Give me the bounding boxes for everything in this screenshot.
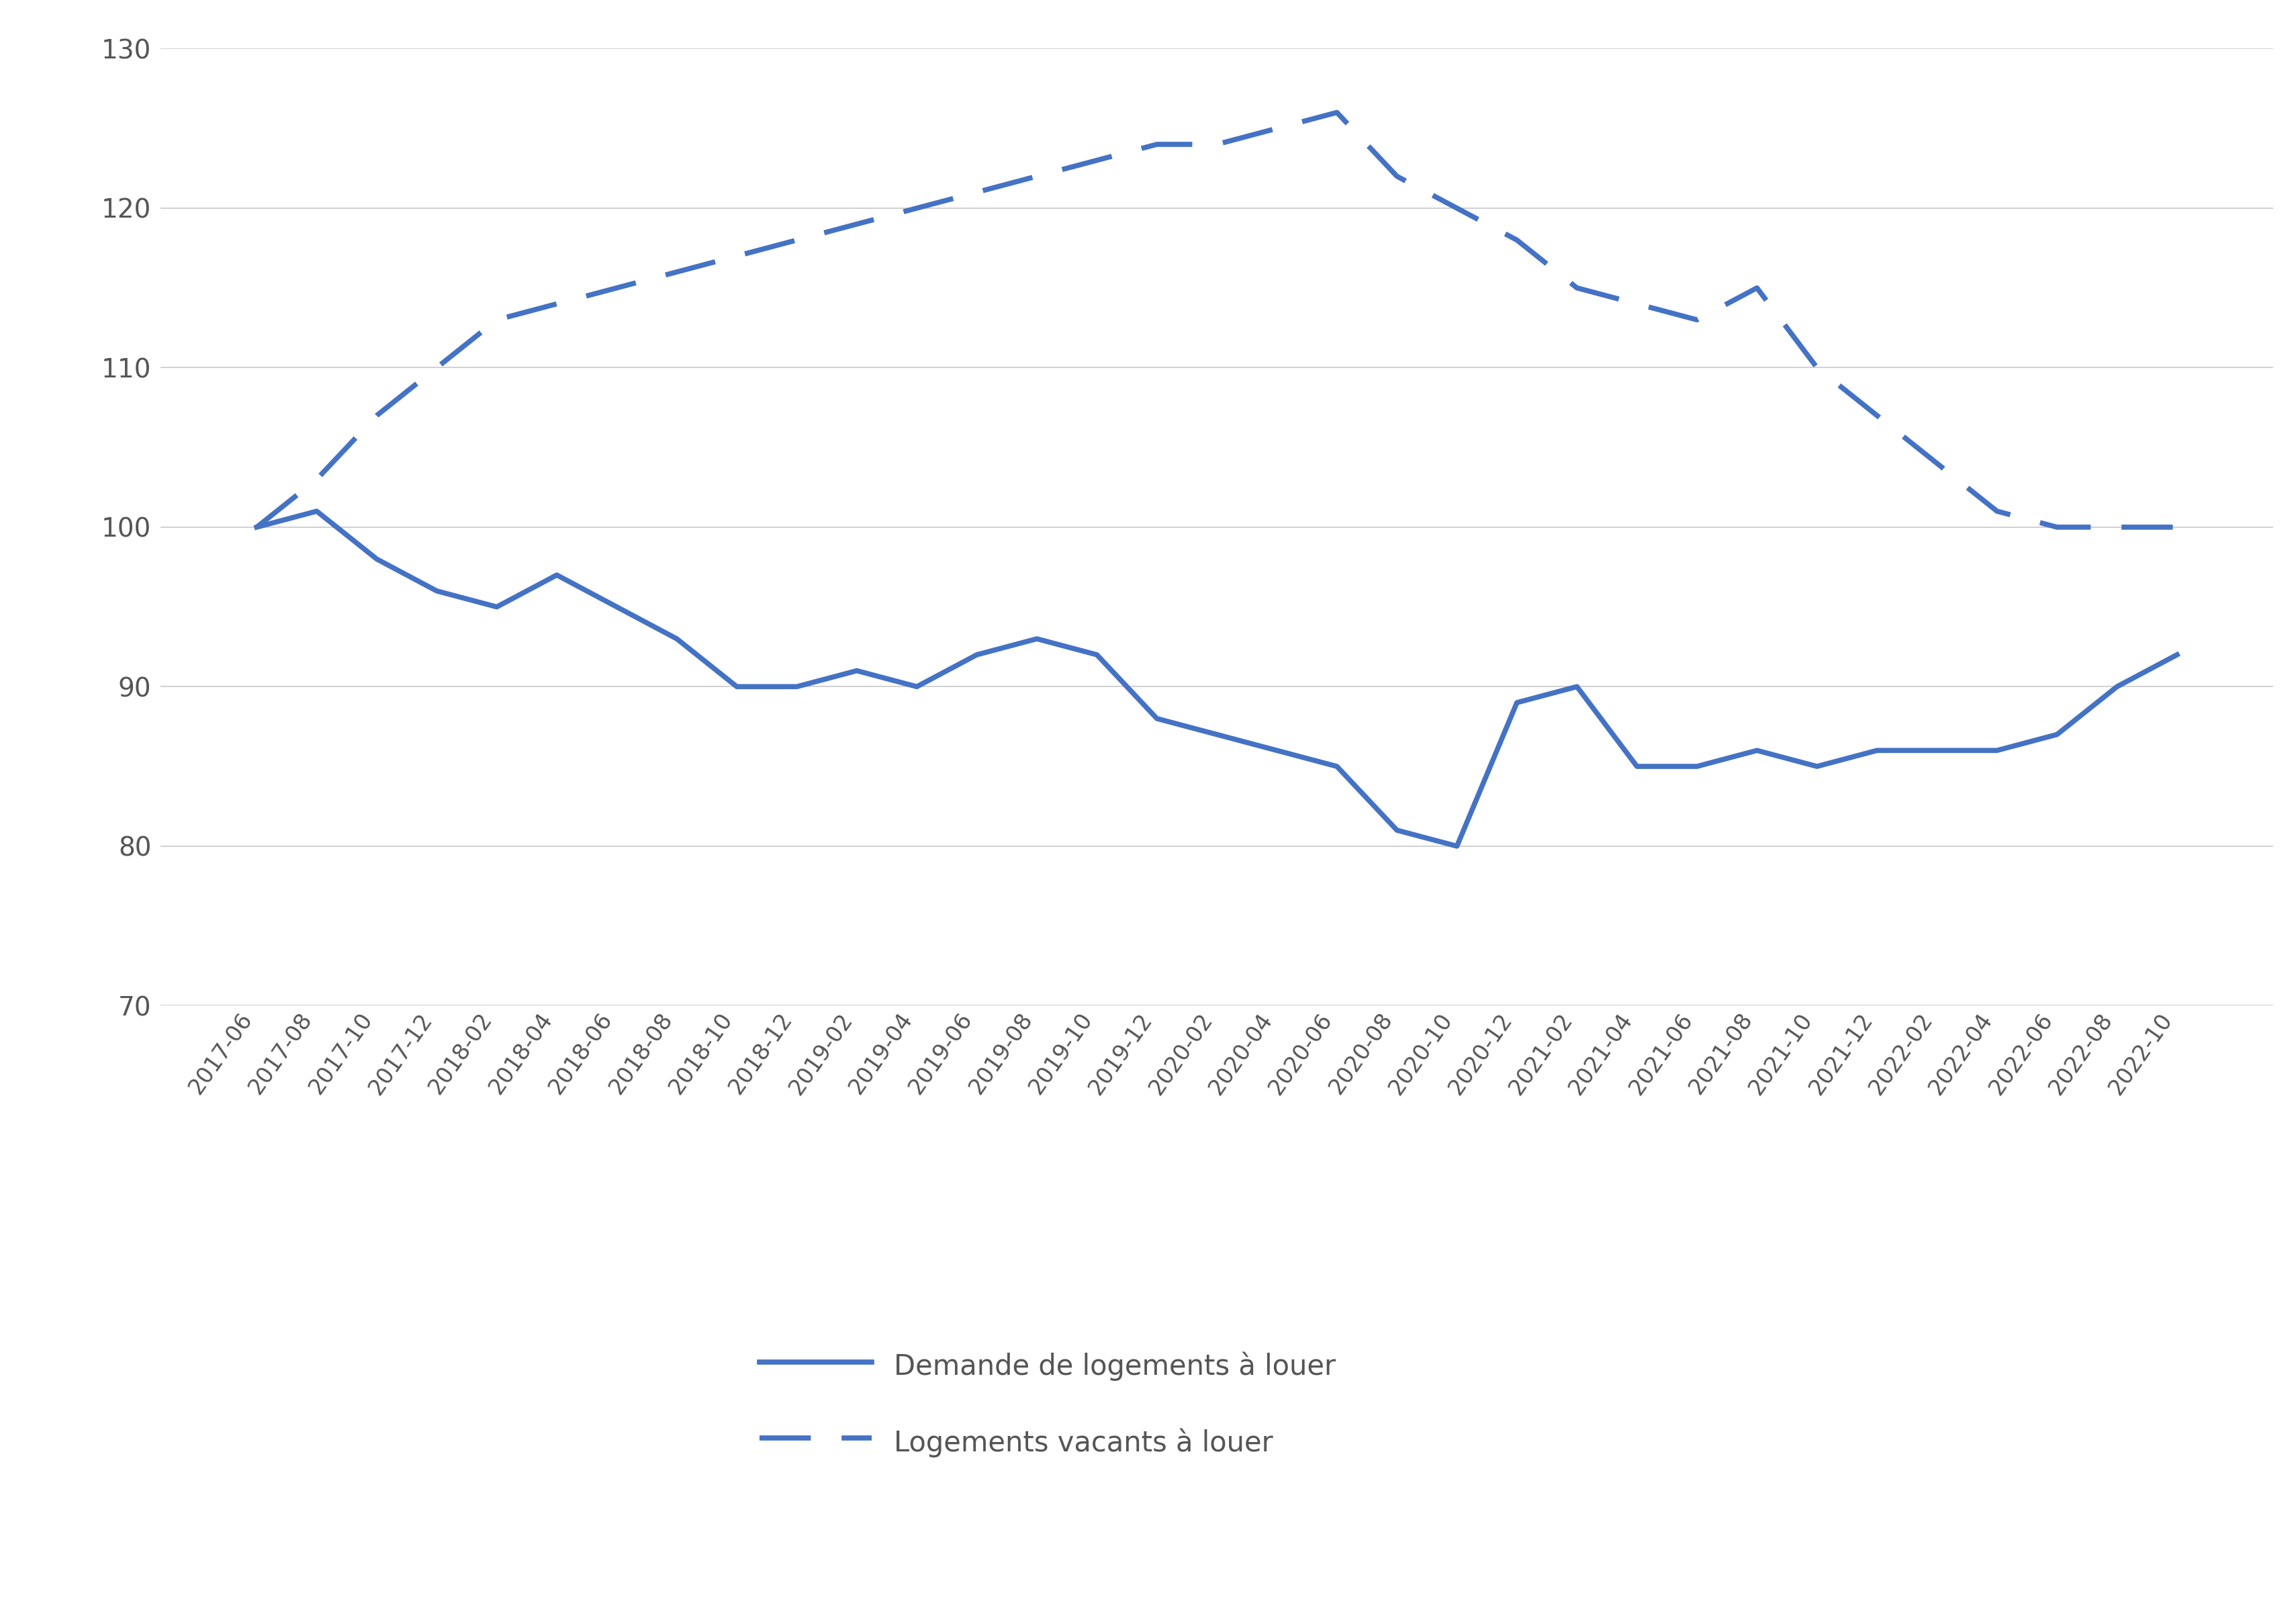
Logements vacants à louer [1862,405,1890,425]
Demande de logements à louer [1024,629,1052,649]
Logements vacants à louer [1924,454,1952,474]
Logements vacants à louer [604,279,631,298]
Logements vacants à louer [1802,358,1830,378]
Logements vacants à louer [1382,167,1410,187]
Logements vacants à louer [2103,517,2131,537]
Logements vacants à louer [1084,151,1111,170]
Demande de logements à louer [1683,756,1711,777]
Demande de logements à louer [2103,676,2131,696]
Demande de logements à louer [2163,646,2190,665]
Logements vacants à louer [1024,167,1052,187]
Demande de logements à louer [1263,741,1290,761]
Line: Demande de logements à louer: Demande de logements à louer [257,511,2177,847]
Logements vacants à louer [243,517,271,537]
Demande de logements à louer [1924,741,1952,761]
Demande de logements à louer [664,629,691,649]
Logements vacants à louer [1263,118,1290,138]
Demande de logements à louer [1143,709,1171,728]
Logements vacants à louer [723,247,751,266]
Logements vacants à louer [422,358,450,378]
Logements vacants à louer [1203,135,1231,154]
Logements vacants à louer [363,405,390,425]
Logements vacants à louer [1444,198,1472,217]
Demande de logements à louer [2043,725,2071,744]
Demande de logements à louer [1743,741,1770,761]
Demande de logements à louer [1504,693,1531,712]
Demande de logements à louer [544,566,572,586]
Demande de logements à louer [243,517,271,537]
Logements vacants à louer [303,470,331,490]
Demande de logements à louer [363,550,390,569]
Demande de logements à louer [843,662,870,681]
Demande de logements à louer [1564,676,1591,696]
Logements vacants à louer [1322,102,1350,122]
Logements vacants à louer [1504,230,1531,250]
Line: Logements vacants à louer: Logements vacants à louer [257,112,2177,527]
Logements vacants à louer [544,294,572,313]
Demande de logements à louer [1802,756,1830,777]
Demande de logements à louer [1382,821,1410,840]
Logements vacants à louer [2163,517,2190,537]
Demande de logements à louer [1322,756,1350,777]
Logements vacants à louer [1143,135,1171,154]
Logements vacants à louer [1743,279,1770,298]
Demande de logements à louer [1444,837,1472,856]
Logements vacants à louer [2043,517,2071,537]
Logements vacants à louer [902,198,930,217]
Demande de logements à louer [422,581,450,600]
Demande de logements à louer [303,501,331,521]
Demande de logements à louer [723,676,751,696]
Demande de logements à louer [783,676,810,696]
Demande de logements à louer [962,646,990,665]
Demande de logements à louer [604,597,631,616]
Logements vacants à louer [783,230,810,250]
Demande de logements à louer [482,597,510,616]
Demande de logements à louer [1203,725,1231,744]
Demande de logements à louer [1623,756,1651,777]
Legend: Demande de logements à louer, Logements vacants à louer: Demande de logements à louer, Logements … [748,1338,1348,1470]
Demande de logements à louer [902,676,930,696]
Logements vacants à louer [664,263,691,282]
Demande de logements à louer [1862,741,1890,761]
Logements vacants à louer [1683,310,1711,329]
Demande de logements à louer [1084,646,1111,665]
Logements vacants à louer [843,214,870,234]
Logements vacants à louer [1984,501,2011,521]
Logements vacants à louer [962,183,990,203]
Logements vacants à louer [1564,279,1591,298]
Demande de logements à louer [1984,741,2011,761]
Logements vacants à louer [482,310,510,329]
Logements vacants à louer [1623,294,1651,313]
